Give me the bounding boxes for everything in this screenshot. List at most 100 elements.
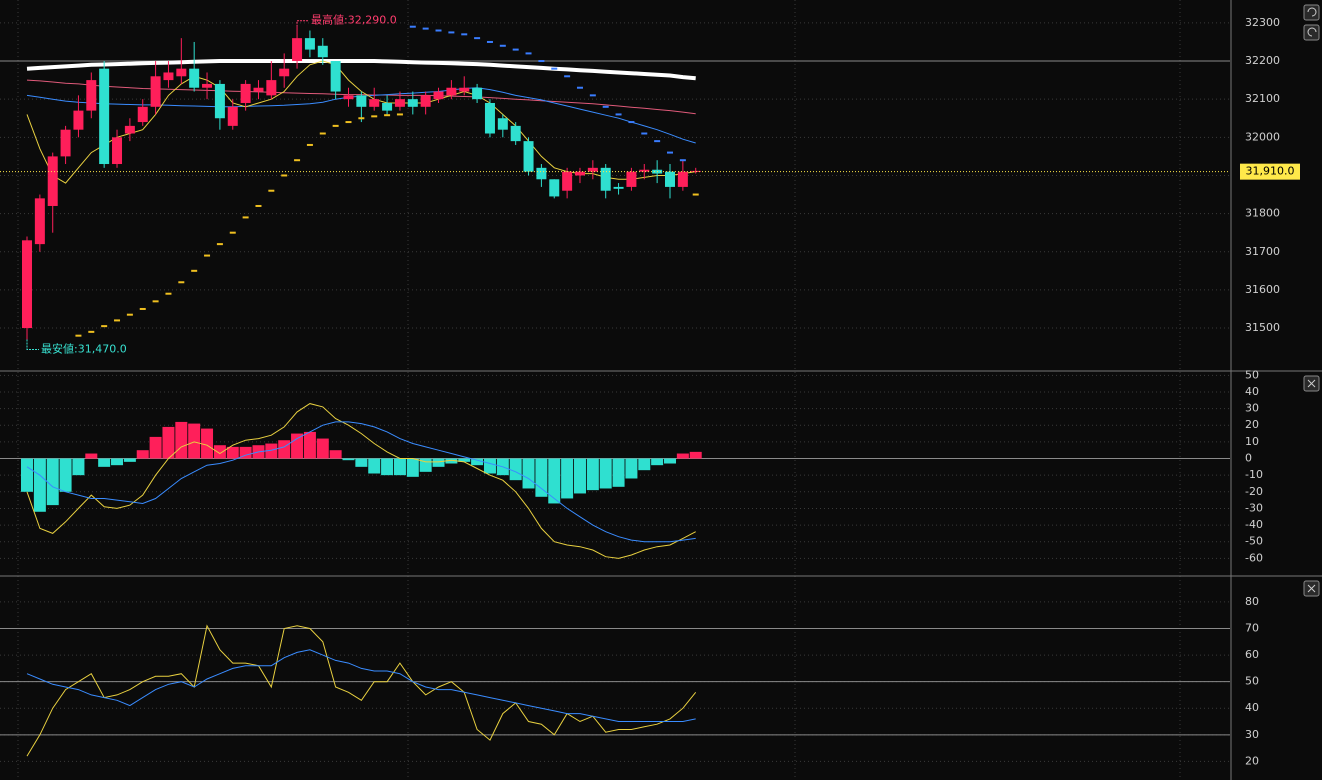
close-rsi-button[interactable] [1303, 580, 1320, 597]
histogram-bar [612, 458, 625, 487]
sar-dot [358, 117, 365, 120]
sar-dot [281, 174, 288, 177]
undo-button[interactable] [1303, 4, 1320, 21]
candle-body [613, 186, 624, 189]
sar-dot [667, 151, 673, 154]
histogram-bar [201, 428, 214, 459]
histogram-bar [586, 458, 599, 491]
sar-dot [191, 269, 198, 272]
sar-dot [139, 307, 146, 310]
indicator-line [26, 403, 696, 559]
candle-body [510, 125, 521, 142]
undo-icon [1307, 7, 1317, 17]
histogram-bar [368, 458, 381, 474]
sar-dot [409, 25, 416, 28]
candle-body [369, 99, 380, 107]
histogram-bar [445, 458, 458, 464]
sar-dot [204, 254, 211, 257]
y-tick-label: 20 [1245, 418, 1259, 431]
histogram-bar [651, 458, 664, 466]
y-tick-label: -50 [1245, 535, 1263, 548]
redo-icon [1307, 27, 1317, 37]
sar-dot [679, 159, 686, 162]
candle-body [562, 171, 573, 191]
histogram-bar [239, 446, 252, 459]
sar-dot [461, 33, 468, 36]
sar-dot [101, 325, 108, 328]
candle-body [176, 68, 187, 77]
sar-dot [255, 204, 262, 207]
sar-dot [486, 40, 493, 43]
histogram-bar [522, 458, 535, 489]
candle-body [22, 240, 32, 329]
candle-body [343, 95, 354, 100]
sar-dot [589, 94, 596, 97]
candle-body [677, 171, 688, 187]
candle-body [407, 99, 418, 107]
histogram-bar [111, 458, 124, 466]
candle-body [150, 76, 161, 107]
histogram-bar [316, 438, 329, 459]
histogram-bar [561, 458, 574, 499]
y-tick-label: 70 [1245, 622, 1259, 635]
candle-body [189, 68, 200, 88]
y-tick-label: 40 [1245, 385, 1259, 398]
redo-button[interactable] [1303, 24, 1320, 41]
last-price-box [1240, 163, 1300, 180]
y-tick-label: 50 [1245, 675, 1259, 688]
candle-body [433, 91, 444, 100]
sar-dot [75, 334, 82, 337]
y-tick-label: -20 [1245, 485, 1263, 498]
annotation-pointer [296, 20, 310, 27]
sar-dot [499, 44, 506, 47]
histogram-bar [59, 458, 72, 492]
candle-body [330, 61, 341, 92]
candle-body [639, 169, 650, 172]
sar-dot [422, 27, 429, 30]
candle-body [60, 129, 71, 157]
y-tick-label: 32000 [1245, 130, 1280, 143]
candle-body [574, 171, 585, 176]
histogram-bar [573, 458, 586, 494]
y-tick-label: 31700 [1245, 245, 1280, 258]
sar-dot [371, 115, 378, 118]
candle-body [112, 137, 123, 165]
close-icon [1307, 379, 1316, 388]
y-tick-label: 40 [1245, 701, 1259, 714]
candle-body [317, 45, 328, 58]
histogram-bar [188, 423, 201, 459]
sar-dot [641, 132, 648, 135]
histogram-bar [303, 431, 316, 459]
candle-body [690, 170, 701, 172]
y-tick-label: 32200 [1245, 54, 1280, 67]
button-frame [1303, 24, 1320, 41]
histogram-bar [123, 458, 136, 462]
y-tick-label: 10 [1245, 435, 1259, 448]
histogram-bar [625, 458, 638, 479]
sar-dot [294, 159, 301, 162]
annotation-label: 最高値:32,290.0 [311, 13, 397, 27]
candle-body [472, 87, 483, 100]
candle-body [600, 167, 611, 191]
close-icon [1307, 584, 1316, 593]
y-tick-label: -40 [1245, 518, 1263, 531]
annotation-label: 最安値:31,470.0 [41, 341, 127, 355]
sar-dot [448, 31, 455, 34]
histogram-bar [21, 458, 33, 492]
y-tick-label: 0 [1245, 452, 1252, 465]
sar-dot [165, 292, 172, 295]
candle-body [99, 68, 110, 165]
candle-body [446, 87, 457, 96]
histogram-bar [432, 458, 445, 467]
candle-body [587, 167, 598, 172]
candle-body [240, 83, 251, 103]
sar-dot [178, 281, 185, 284]
histogram-bar [85, 453, 98, 459]
candle-body [304, 38, 315, 50]
y-tick-label: -60 [1245, 551, 1263, 564]
close-macd-button[interactable] [1303, 375, 1320, 392]
sar-dot [692, 193, 699, 196]
sar-dot [576, 86, 583, 89]
annotation-pointer [26, 339, 39, 350]
candle-body [523, 141, 534, 172]
